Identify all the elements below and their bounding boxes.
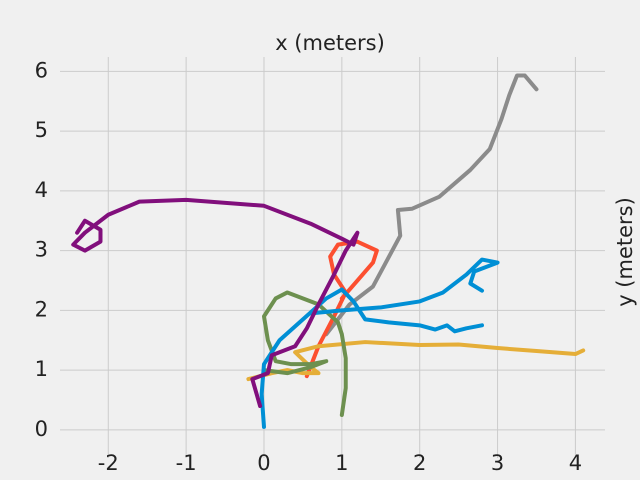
- chart-title: x (meters): [275, 31, 385, 55]
- trajectory-line: [308, 257, 500, 316]
- x-tick-label: -1: [176, 451, 197, 475]
- y-tick-label: 5: [35, 118, 48, 142]
- trajectory-line: [324, 73, 539, 337]
- x-tick-label: 1: [335, 451, 348, 475]
- y-axis-label: y (meters): [613, 197, 637, 307]
- trajectory-line: [71, 197, 360, 409]
- x-tick-label: -2: [98, 451, 119, 475]
- x-tick-label: 0: [257, 451, 270, 475]
- x-tick-label: 2: [413, 451, 426, 475]
- y-tick-label: 0: [35, 417, 48, 441]
- y-tick-label: 6: [35, 58, 48, 82]
- x-tick-label: 3: [491, 451, 504, 475]
- trajectory-line: [261, 290, 348, 417]
- trajectory-line: [304, 239, 379, 379]
- y-tick-label: 4: [35, 178, 48, 202]
- y-tick-label: 2: [35, 297, 48, 321]
- y-tick-label: 3: [35, 238, 48, 262]
- y-tick-label: 1: [35, 357, 48, 381]
- x-tick-label: 4: [569, 451, 582, 475]
